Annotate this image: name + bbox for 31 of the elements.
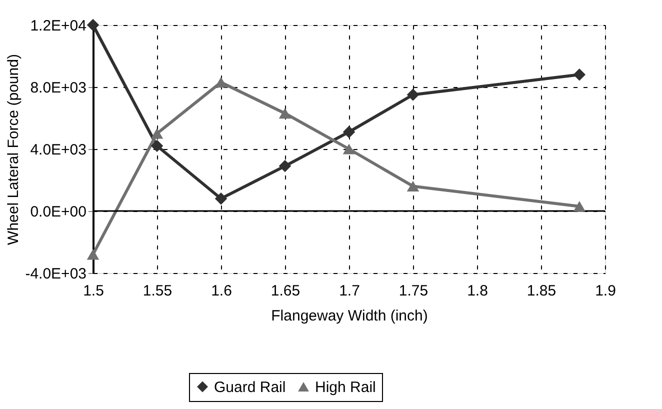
x-tick-label: 1.8 [467, 282, 488, 300]
y-tick-label: -4.0E+03 [25, 266, 86, 282]
point [342, 144, 356, 154]
y-axis-title: Wheel Lateral Force (pound) [5, 54, 22, 245]
point [150, 140, 164, 152]
point [342, 126, 356, 138]
x-tick-label: 1.65 [270, 282, 300, 300]
point [573, 201, 586, 212]
y-tick-label: 0.0E+00 [30, 204, 86, 220]
x-tick-label: 1.9 [595, 282, 616, 300]
point [406, 88, 420, 101]
point [86, 249, 100, 260]
y-tick-label: 4.0E+03 [30, 142, 86, 158]
legend-label: High Rail [315, 378, 376, 396]
x-tick-label: 1.85 [526, 282, 556, 300]
point [278, 160, 292, 172]
point [278, 108, 292, 119]
legend-label: Guard Rail [214, 378, 286, 396]
x-tick-label: 1.75 [398, 282, 428, 300]
y-tick-label: 8.0E+03 [30, 80, 86, 96]
point [214, 192, 228, 205]
x-tick-label: 1.6 [211, 282, 232, 300]
x-tick-label: 1.7 [339, 282, 360, 300]
x-axis-title: Flangeway Width (inch) [271, 308, 428, 324]
point [573, 68, 586, 81]
y-tick-label: 1.2E+04 [30, 18, 86, 34]
point [86, 18, 100, 32]
point [406, 180, 420, 192]
x-tick-label: 1.5 [83, 282, 104, 300]
x-tick-label: 1.55 [142, 282, 172, 300]
point [150, 128, 164, 139]
